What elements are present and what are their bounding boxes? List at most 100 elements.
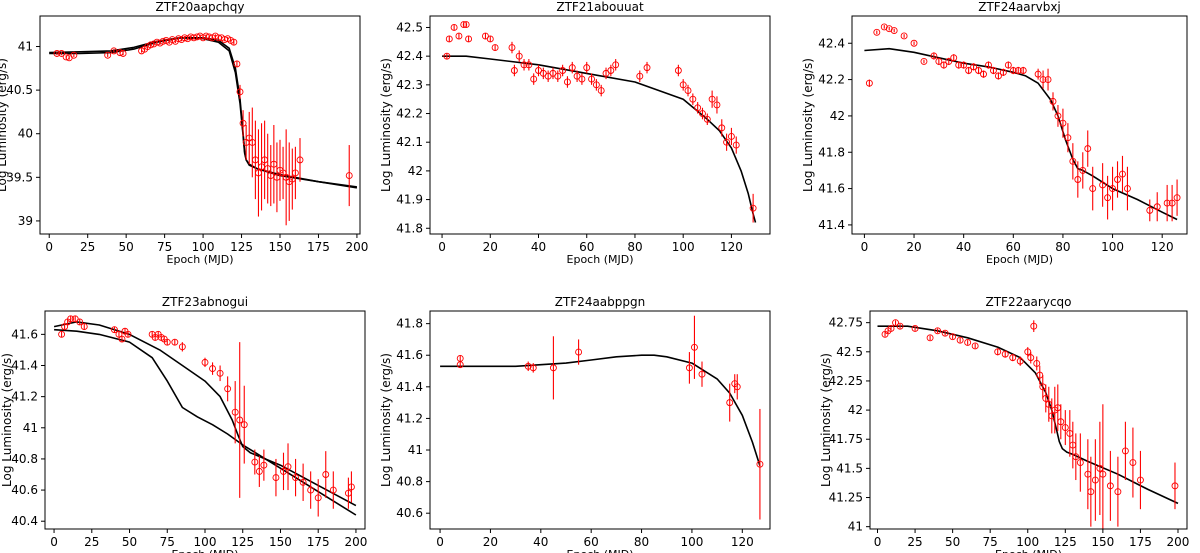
- data-point: [971, 342, 979, 350]
- y-tick-label: 42: [408, 164, 423, 178]
- data-point: [950, 54, 958, 62]
- y-tick-label: 42: [830, 109, 845, 123]
- x-tick-label: 50: [945, 535, 960, 549]
- model-curve: [442, 55, 757, 223]
- data-point: [53, 50, 61, 57]
- x-tick-label: 20: [906, 240, 921, 254]
- data-point: [1123, 185, 1131, 193]
- x-tick-label: 20: [483, 240, 498, 254]
- data-point: [732, 141, 740, 149]
- model-curve: [54, 328, 357, 516]
- data-point: [612, 61, 620, 69]
- data-point: [945, 57, 953, 65]
- y-tick-label: 39.5: [6, 170, 33, 184]
- chart-title: ZTF22aarycqo: [985, 295, 1071, 309]
- model-curve: [53, 321, 357, 507]
- y-tick-label: 41.4: [818, 218, 845, 232]
- data-point: [723, 138, 731, 146]
- y-tick-label: 39: [18, 214, 33, 228]
- data-point: [1044, 76, 1052, 84]
- data-point: [284, 463, 292, 471]
- x-tick-label: 75: [983, 535, 998, 549]
- data-point: [563, 78, 571, 86]
- x-axis-label: Epoch (MJD): [995, 548, 1062, 553]
- chart-panel: ZTF21abouuat 0 20 40 60 80 100 120 41.8 41.9 42 42.…: [379, 0, 771, 266]
- x-tick-label: 0: [436, 535, 444, 549]
- data-point: [1074, 176, 1082, 183]
- y-tick-label: 41: [18, 40, 33, 54]
- data-point: [171, 338, 179, 346]
- data-point: [292, 474, 300, 482]
- data-point: [1173, 194, 1181, 202]
- data-point: [694, 104, 702, 112]
- data-point: [456, 361, 464, 369]
- data-point: [260, 461, 268, 469]
- axes-frame: [851, 15, 1188, 235]
- data-point: [1091, 476, 1099, 484]
- x-tick-label: 200: [1167, 535, 1190, 549]
- x-tick-label: 125: [1054, 535, 1077, 549]
- data-point: [887, 325, 895, 332]
- data-point: [698, 370, 706, 378]
- data-point: [347, 483, 355, 491]
- x-tick-label: 125: [230, 240, 253, 254]
- data-point: [955, 61, 963, 69]
- data-point: [450, 24, 458, 31]
- data-point: [873, 28, 881, 36]
- data-point: [1009, 354, 1017, 362]
- plot-area: [440, 315, 764, 520]
- data-point: [1033, 360, 1041, 367]
- y-tick-label: 40.5: [6, 83, 33, 97]
- x-axis-label: Epoch (MJD): [986, 253, 1053, 266]
- x-tick-label: 80: [634, 535, 649, 549]
- data-point: [1119, 170, 1126, 178]
- data-point: [230, 38, 238, 46]
- y-tick-label: 42: [848, 403, 863, 417]
- data-point: [291, 169, 299, 177]
- data-point: [236, 416, 244, 424]
- data-point: [1163, 199, 1171, 207]
- data-point: [1016, 357, 1024, 365]
- x-tick-label: 25: [84, 535, 99, 549]
- data-point: [1104, 194, 1112, 202]
- x-tick-label: 60: [579, 240, 594, 254]
- data-point: [592, 81, 600, 89]
- axes-frame: [869, 310, 1188, 530]
- x-tick-label: 100: [1101, 240, 1124, 254]
- axes-frame: [44, 310, 366, 530]
- data-point: [1114, 488, 1122, 496]
- data-point: [684, 87, 692, 95]
- x-tick-label: 120: [720, 240, 743, 254]
- y-tick-label: 42.5: [396, 20, 423, 34]
- plot-area: [864, 23, 1181, 222]
- data-point: [568, 64, 576, 72]
- x-tick-label: 50: [119, 240, 134, 254]
- data-point: [588, 75, 596, 83]
- data-point: [299, 478, 307, 486]
- x-tick-label: 100: [1016, 535, 1039, 549]
- data-point: [1072, 453, 1080, 461]
- data-point: [1054, 112, 1062, 120]
- y-tick-label: 42.3: [396, 78, 423, 92]
- data-point: [529, 364, 537, 372]
- data-point: [1084, 145, 1092, 153]
- data-point: [67, 315, 75, 323]
- y-tick-label: 42.4: [396, 49, 423, 63]
- data-point: [940, 61, 948, 69]
- plot-area: [49, 32, 358, 226]
- data-point: [885, 25, 893, 33]
- data-point: [280, 467, 287, 475]
- model-curve: [49, 37, 358, 189]
- data-point: [1061, 424, 1069, 432]
- data-point: [896, 322, 904, 330]
- chart-panel: ZTF23abnogui 0 25 50 75 100 125 150 175 200 40.4 40…: [0, 295, 367, 553]
- data-point: [1168, 199, 1176, 207]
- y-tick-label: 41.6: [818, 182, 845, 196]
- data-point: [1027, 354, 1035, 362]
- x-tick-label: 60: [1006, 240, 1021, 254]
- data-point: [1064, 134, 1072, 142]
- chart-panel: ZTF22aarycqo 0 25 50 75 100 125 150 175 200 41 41.2…: [819, 295, 1189, 553]
- data-point: [989, 67, 997, 74]
- x-tick-label: 20: [483, 535, 498, 549]
- data-point: [690, 343, 698, 351]
